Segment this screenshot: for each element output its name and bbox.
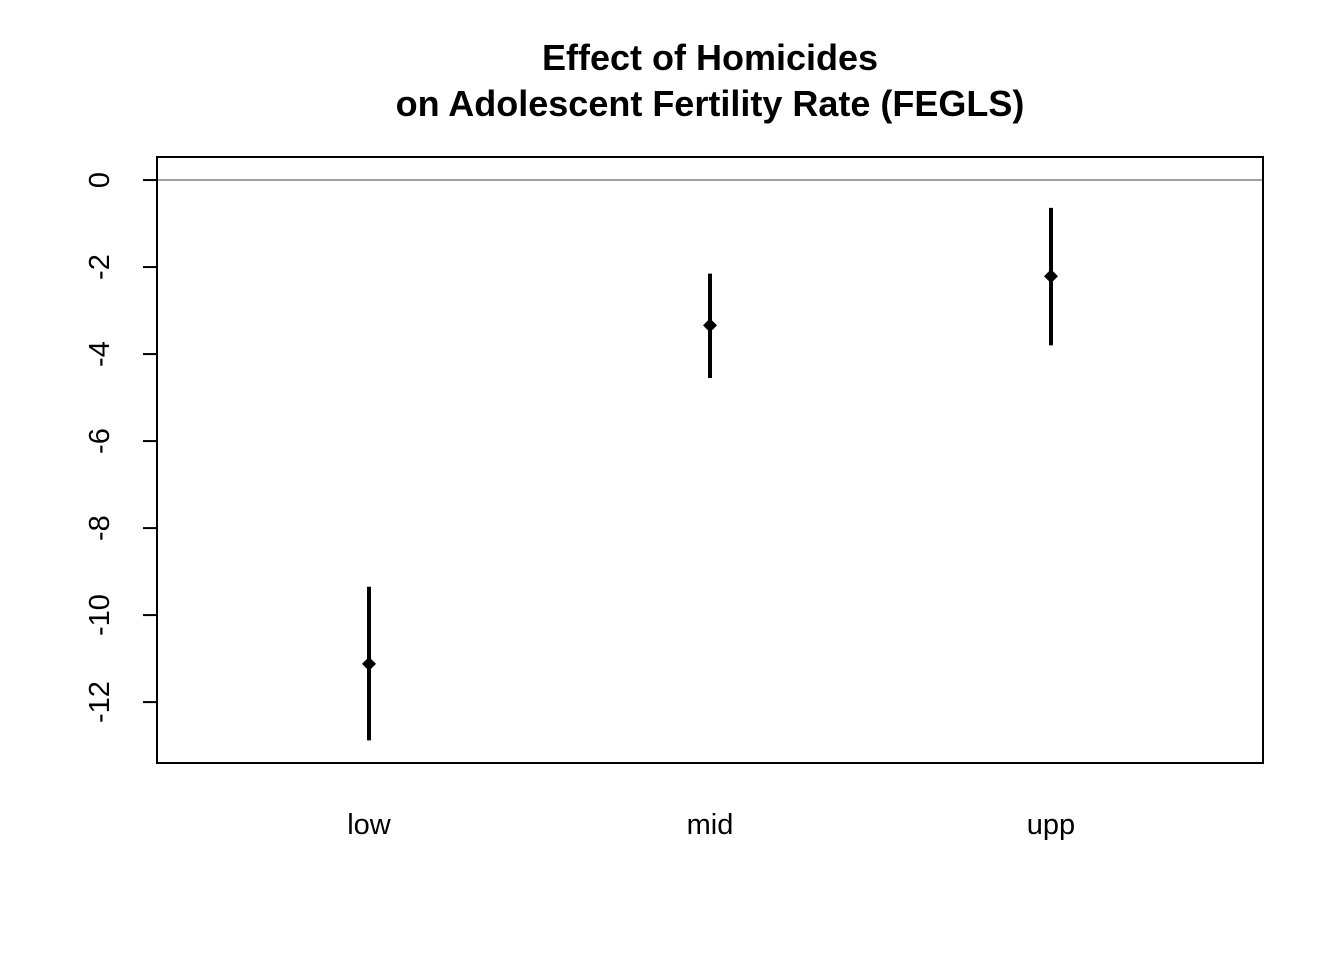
y-tick-label: 0	[84, 172, 116, 188]
point-estimate-low	[362, 656, 376, 671]
y-tick-label: -10	[84, 594, 116, 636]
point-estimate-upp	[1044, 269, 1058, 284]
y-tick-label: -8	[84, 515, 116, 541]
chart-title-line-2: on Adolescent Fertility Rate (FEGLS)	[396, 83, 1025, 124]
plot-area: 0 -2 -4 -6 -8 -10 -12 low mid upp	[84, 156, 1264, 841]
plot-frame	[156, 156, 1264, 764]
chart-title-line-1: Effect of Homicides	[542, 37, 878, 78]
y-tick-label: -6	[84, 428, 116, 454]
x-category-label-mid: mid	[687, 809, 734, 841]
x-category-label-low: low	[347, 809, 392, 841]
y-tick-label: -2	[84, 254, 116, 280]
y-tick-label: -12	[84, 681, 116, 723]
y-tick-label: -4	[84, 341, 116, 367]
point-estimate-mid	[703, 318, 717, 333]
x-category-label-upp: upp	[1027, 809, 1075, 841]
